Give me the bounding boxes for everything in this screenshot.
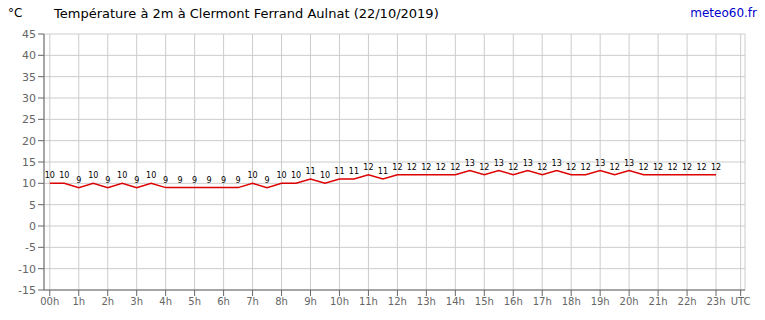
svg-text:12: 12 [581,163,591,172]
svg-text:13: 13 [595,159,605,168]
svg-text:12: 12 [667,163,677,172]
svg-text:13: 13 [552,159,562,168]
svg-text:14h: 14h [446,296,465,307]
svg-text:9: 9 [192,176,197,185]
svg-text:15: 15 [22,156,36,169]
svg-text:12: 12 [363,163,373,172]
svg-text:12: 12 [392,163,402,172]
svg-text:35: 35 [22,71,36,84]
svg-text:10: 10 [146,171,156,180]
svg-text:5: 5 [29,199,36,212]
svg-text:12: 12 [537,163,547,172]
svg-text:5h: 5h [188,296,201,307]
svg-text:9: 9 [105,176,110,185]
svg-text:11h: 11h [359,296,378,307]
svg-text:12: 12 [682,163,692,172]
svg-text:10: 10 [291,171,301,180]
svg-text:12: 12 [566,163,576,172]
svg-text:12: 12 [711,163,721,172]
svg-text:9: 9 [178,176,183,185]
svg-text:9: 9 [207,176,212,185]
svg-text:20h: 20h [620,296,639,307]
html-text:Température à 2m à Clermont Fe: Température à 2m à Clermont Ferrand Auln… [54,6,439,21]
svg-text:12: 12 [479,163,489,172]
svg-text:13: 13 [523,159,533,168]
svg-text:1h: 1h [72,296,85,307]
svg-text:17h: 17h [533,296,552,307]
svg-text:12: 12 [421,163,431,172]
svg-text:21h: 21h [649,296,668,307]
svg-text:12: 12 [450,163,460,172]
svg-text:19h: 19h [591,296,610,307]
svg-text:10: 10 [59,171,69,180]
svg-text:25: 25 [22,113,36,126]
svg-text:8h: 8h [275,296,288,307]
svg-text:7h: 7h [246,296,259,307]
svg-text:11: 11 [378,167,388,176]
svg-text:-15: -15 [18,284,36,297]
svg-text:10: 10 [117,171,127,180]
svg-text:9: 9 [163,176,168,185]
svg-text:9: 9 [264,176,269,185]
svg-text:16h: 16h [504,296,523,307]
svg-text:12: 12 [436,163,446,172]
svg-text:UTC: UTC [731,296,751,307]
svg-text:13: 13 [465,159,475,168]
svg-text:12h: 12h [388,296,407,307]
svg-text:9: 9 [134,176,139,185]
svg-text:12: 12 [696,163,706,172]
svg-text:13h: 13h [417,296,436,307]
svg-text:10: 10 [276,171,286,180]
svg-text:18h: 18h [562,296,581,307]
svg-text:10: 10 [22,177,36,190]
svg-text:4h: 4h [159,296,172,307]
svg-text:-5: -5 [25,241,36,254]
svg-text:10: 10 [45,171,55,180]
svg-text:12: 12 [639,163,649,172]
svg-text:9: 9 [76,176,81,185]
svg-text:10: 10 [88,171,98,180]
svg-text:9: 9 [236,176,241,185]
svg-text:3h: 3h [130,296,143,307]
svg-text:9h: 9h [304,296,317,307]
svg-text:0: 0 [29,220,36,233]
svg-text:22h: 22h [678,296,697,307]
svg-text:6h: 6h [217,296,230,307]
svg-text:12: 12 [610,163,620,172]
svg-text:13: 13 [494,159,504,168]
html-text:°C: °C [8,6,23,20]
svg-text:9: 9 [221,176,226,185]
svg-text:10: 10 [320,171,330,180]
svg-text:12: 12 [407,163,417,172]
svg-text:10: 10 [247,171,257,180]
svg-text:40: 40 [22,49,36,62]
svg-text:11: 11 [334,167,344,176]
html-text:meteo60.fr: meteo60.fr [690,6,757,20]
svg-text:13: 13 [624,159,634,168]
svg-text:00h: 00h [40,296,59,307]
svg-text:15h: 15h [475,296,494,307]
svg-text:23h: 23h [707,296,726,307]
svg-text:20: 20 [22,135,36,148]
svg-text:11: 11 [349,167,359,176]
svg-text:30: 30 [22,92,36,105]
svg-text:2h: 2h [101,296,114,307]
svg-text:10h: 10h [330,296,349,307]
svg-text:45: 45 [22,28,36,41]
svg-text:11: 11 [305,167,315,176]
svg-text:12: 12 [653,163,663,172]
svg-text:12: 12 [508,163,518,172]
svg-text:-10: -10 [18,263,36,276]
